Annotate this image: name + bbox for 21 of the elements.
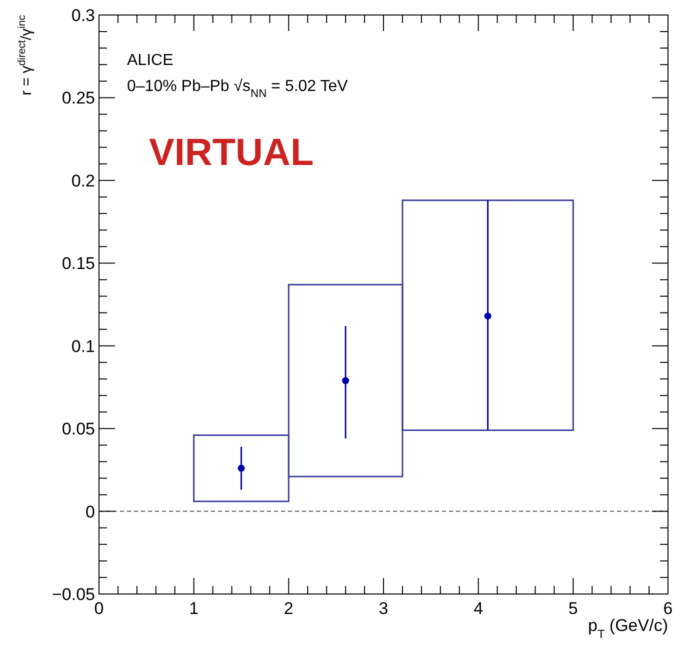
y-tick-label: 0.1: [71, 336, 95, 356]
x-tick-label: 5: [568, 599, 578, 618]
annotation: ALICE: [127, 52, 174, 69]
y-tick-label: 0.2: [71, 171, 95, 190]
x-tick-label: 3: [378, 599, 388, 618]
x-axis-title: p$_{T}$ (GeV/c): [588, 616, 668, 641]
y-tick-label: 0.3: [71, 6, 95, 25]
annotation: 0–10% Pb–Pb √s$_{NN}$ = 5.02 TeV: [127, 78, 348, 100]
x-tick-label: 2: [284, 599, 294, 618]
x-tick-label: 4: [474, 599, 484, 618]
point: [484, 312, 492, 320]
y-tick-label: 0.05: [62, 420, 95, 439]
y-tick-label: −0.05: [52, 585, 95, 604]
x-tick-label: 1: [189, 599, 199, 618]
y-tick-label: 0: [86, 502, 95, 522]
y-tick-label: 0.15: [62, 254, 95, 274]
point: [238, 464, 245, 472]
point: [342, 377, 350, 384]
annotation: VIRTUAL: [149, 132, 314, 174]
y-tick-label: 0.25: [62, 88, 95, 108]
x-tick-label: 6: [663, 599, 673, 618]
